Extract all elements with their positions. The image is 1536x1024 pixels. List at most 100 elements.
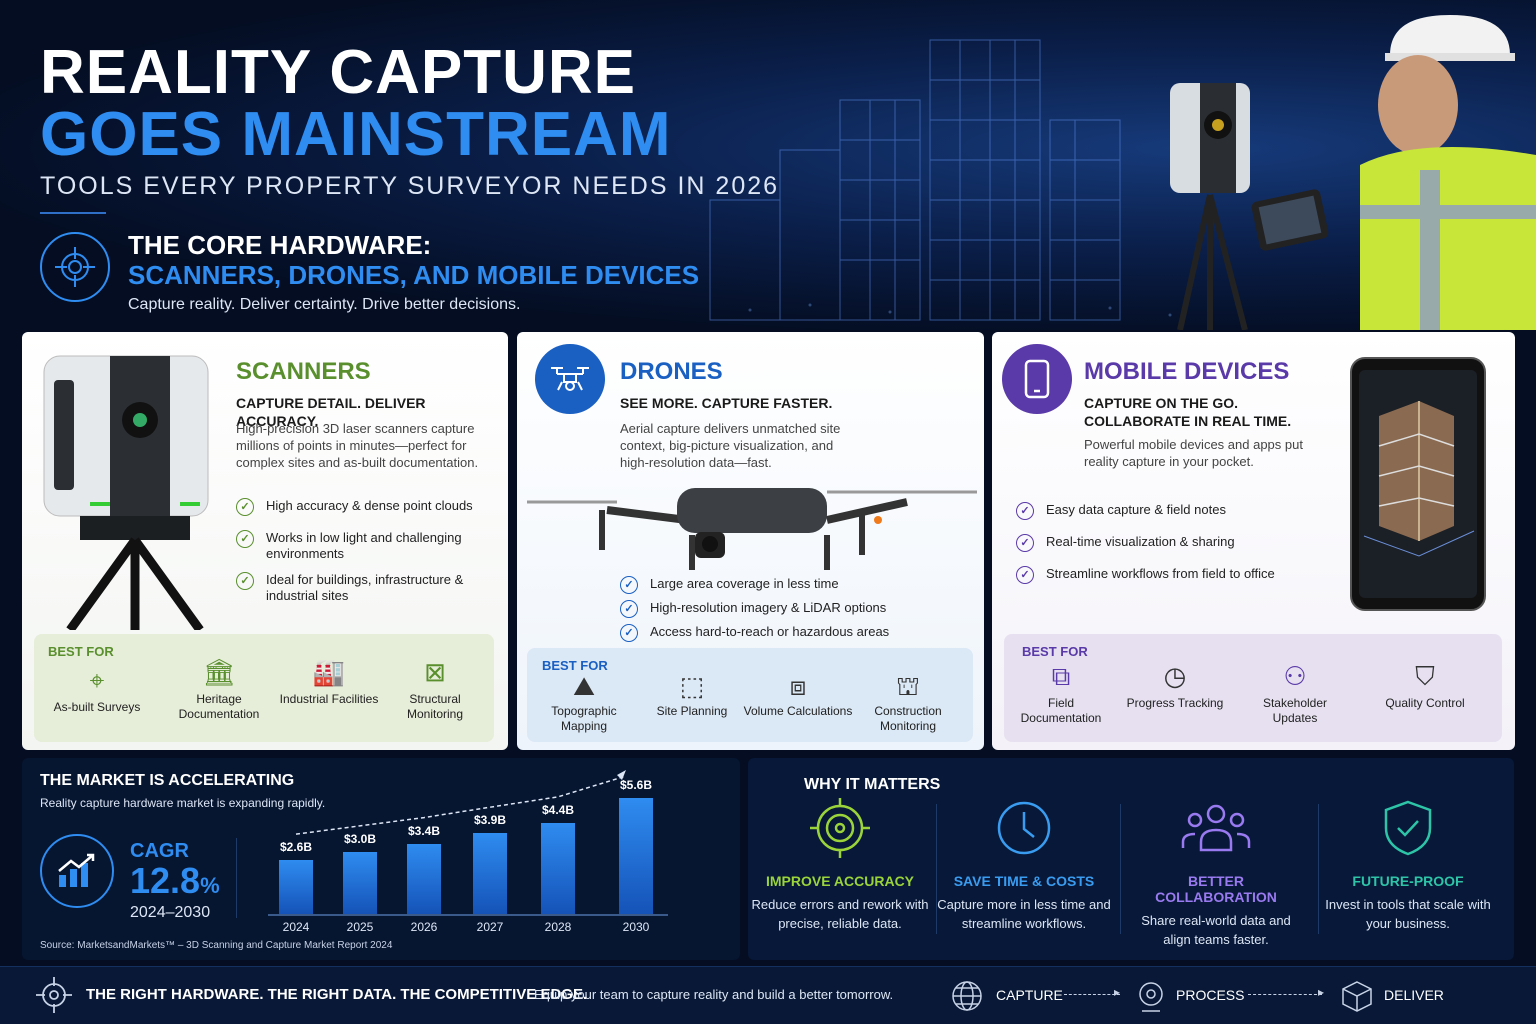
drones-check-item: ✓ Access hard-to-reach or hazardous areas xyxy=(620,624,940,642)
shield-check-icon: ⛉ xyxy=(1415,661,1435,691)
drone-icon xyxy=(535,344,605,414)
step-arrow xyxy=(1064,994,1120,995)
checkmark-icon: ✓ xyxy=(236,530,254,548)
stakeholders-icon: ⚇ xyxy=(1283,661,1307,691)
best-for-item: ⬚ Site Planning xyxy=(637,672,747,719)
arrow-right-icon: ▸ xyxy=(1114,985,1121,999)
checkmark-icon: ✓ xyxy=(620,576,638,594)
scanners-best-for-label: BEST FOR xyxy=(48,644,114,659)
crosshair-icon xyxy=(40,232,110,302)
why-title: WHY IT MATTERS xyxy=(804,776,941,793)
mobile-best-for-panel: BEST FOR ⧉ Field Documentation ◷ Progress … xyxy=(1004,634,1502,742)
checkmark-icon: ✓ xyxy=(620,600,638,618)
chart-tick-label: 2027 xyxy=(476,920,504,934)
chart-bar xyxy=(473,833,507,914)
cagr-label: CAGR xyxy=(130,840,189,862)
checkmark-icon: ✓ xyxy=(1016,502,1034,520)
best-for-item: 🏭 Industrial Facilities xyxy=(274,656,384,707)
core-hardware-tagline: Capture reality. Deliver certainty. Driv… xyxy=(128,296,521,313)
mobile-check-item: ✓ Streamline workflows from field to offi… xyxy=(1016,566,1336,584)
growth-chart-icon xyxy=(40,834,114,908)
chart-bar xyxy=(343,851,377,914)
factory-icon: 🏭 xyxy=(312,657,346,687)
why-item-desc: Invest in tools that scale with your bus… xyxy=(1325,897,1491,931)
best-for-item: ⊠ Structural Monitoring xyxy=(380,656,490,722)
drones-check-item: ✓ Large area coverage in less time xyxy=(620,576,940,594)
best-for-item: ⚇ Stakeholder Updates xyxy=(1240,660,1350,726)
best-for-item: ⧉ Field Documentation xyxy=(1006,660,1116,726)
scanners-title: SCANNERS xyxy=(236,358,371,385)
why-item-desc: Capture more in less time and streamline… xyxy=(937,897,1111,931)
why-item-title: FUTURE-PROOF xyxy=(1352,873,1464,889)
process-icon xyxy=(1139,982,1163,1012)
page-title-line1: REALITY CAPTURE xyxy=(40,38,637,107)
market-panel: THE MARKET IS ACCELERATING Reality captu… xyxy=(22,758,740,960)
drone-illustration xyxy=(527,488,977,570)
best-for-item: ◷ Progress Tracking xyxy=(1120,660,1230,711)
topographic-map-icon: ⛰ xyxy=(573,671,595,701)
market-subtitle: Reality capture hardware market is expan… xyxy=(40,796,326,810)
why-item-collaboration: BETTER COLLABORATION Share real-world da… xyxy=(1126,798,1306,949)
volume-cube-icon: ⧈ xyxy=(789,671,807,701)
shield-icon xyxy=(1384,800,1432,856)
scanners-check-item: ✓ Works in low light and challenging envi… xyxy=(236,530,486,562)
scanners-check-item: ✓ High accuracy & dense point clouds xyxy=(236,498,486,516)
mobile-check-item: ✓ Easy data capture & field notes xyxy=(1016,502,1336,520)
best-for-item: ⛉ Quality Control xyxy=(1370,660,1480,711)
why-item-title: BETTER COLLABORATION xyxy=(1155,873,1277,905)
market-source: Source: MarketsandMarkets™ – 3D Scanning… xyxy=(40,940,393,951)
mobile-title: MOBILE DEVICES xyxy=(1084,358,1290,385)
chart-bar xyxy=(541,822,575,914)
globe-icon xyxy=(952,981,982,1011)
chart-tick-label: 2024 xyxy=(282,920,310,934)
why-it-matters-panel: WHY IT MATTERS IMPROVE ACCURACY Reduce e… xyxy=(748,758,1514,960)
step-arrow xyxy=(1248,994,1322,995)
drones-card: DRONES SEE MORE. CAPTURE FASTER. Aerial … xyxy=(517,332,984,750)
chart-tick-label: 2028 xyxy=(544,920,572,934)
why-item-desc: Reduce errors and rework with precise, r… xyxy=(751,897,929,931)
chart-x-axis: 2024 2025 2026 2027 2028 2030 xyxy=(268,920,668,936)
checkmark-icon: ✓ xyxy=(1016,566,1034,584)
chart-bar xyxy=(279,860,313,914)
why-item-desc: Share real-world data and align teams fa… xyxy=(1141,913,1291,947)
mobile-check-item: ✓ Real-time visualization & sharing xyxy=(1016,534,1336,552)
target-icon xyxy=(810,798,870,858)
mobile-description: Powerful mobile devices and apps put rea… xyxy=(1084,437,1303,469)
package-icon xyxy=(1342,981,1372,1012)
drones-check-item: ✓ High-resolution imagery & LiDAR options xyxy=(620,600,940,618)
step-deliver: DELIVER xyxy=(1384,987,1444,1003)
chart-value-label: $3.0B xyxy=(343,831,377,846)
clock-icon: ◷ xyxy=(1163,661,1187,691)
why-divider xyxy=(1120,804,1121,934)
trend-line xyxy=(295,775,627,835)
core-hardware-subtitle: SCANNERS, DRONES, AND MOBILE DEVICES xyxy=(128,260,700,290)
checkmark-icon: ✓ xyxy=(236,498,254,516)
best-for-item: ⛫ Construction Monitoring xyxy=(853,672,963,734)
scanners-tagline: CAPTURE DETAIL. DELIVER ACCURACY. xyxy=(236,395,426,429)
checkmark-icon: ✓ xyxy=(620,624,638,642)
page-subtitle: TOOLS EVERY PROPERTY SURVEYOR NEEDS IN 2… xyxy=(40,172,780,200)
best-for-item: ⛰ Topographic Mapping xyxy=(529,672,639,734)
crosshair-icon xyxy=(36,977,72,1013)
chart-tick-label: 2030 xyxy=(622,920,650,934)
phone-with-3d-model-illustration xyxy=(1350,357,1486,611)
why-item-time: SAVE TIME & COSTS Capture more in less t… xyxy=(934,798,1114,933)
why-item-future-proof: FUTURE-PROOF Invest in tools that scale … xyxy=(1318,798,1498,933)
trend-arrowhead xyxy=(617,770,626,780)
footer-bar: THE RIGHT HARDWARE. THE RIGHT DATA. THE … xyxy=(0,966,1536,1024)
market-bar-chart: $2.6B $3.0B $3.4B $3.9B $4.4B $5.6B xyxy=(268,770,668,914)
page-title-line2: GOES MAINSTREAM xyxy=(40,100,672,169)
team-icon xyxy=(1181,804,1251,852)
hero-section: REALITY CAPTURE GOES MAINSTREAM TOOLS EV… xyxy=(0,0,1536,330)
chart-baseline xyxy=(268,914,668,916)
arrow-right-icon: ▸ xyxy=(1318,985,1325,999)
scanners-card: SCANNERS CAPTURE DETAIL. DELIVER ACCURAC… xyxy=(22,332,508,750)
footer-headline: THE RIGHT HARDWARE. THE RIGHT DATA. THE … xyxy=(86,986,588,1003)
chart-bar xyxy=(619,798,653,914)
why-divider xyxy=(1318,804,1319,934)
cagr-range: 2024–2030 xyxy=(130,904,211,921)
heritage-building-icon: 🏛 xyxy=(202,657,236,687)
field-documentation-icon: ⧉ xyxy=(1051,661,1071,691)
chart-value-label: $5.6B xyxy=(619,778,653,792)
drones-tagline: SEE MORE. CAPTURE FASTER. xyxy=(620,395,833,411)
